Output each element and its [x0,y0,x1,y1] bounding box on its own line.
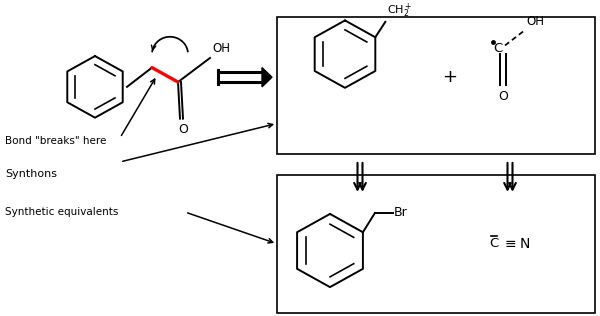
Text: OH: OH [212,42,230,55]
Text: C: C [493,42,503,55]
Bar [277,16,595,154]
Text: O: O [498,90,508,103]
Text: C: C [490,237,499,250]
Text: Synthons: Synthons [5,168,57,179]
Text: Br: Br [394,205,407,219]
Text: $\equiv$N: $\equiv$N [502,237,530,251]
Text: Synthetic equivalents: Synthetic equivalents [5,207,118,217]
Bar [277,175,595,313]
Text: Bond "breaks" here: Bond "breaks" here [5,136,106,146]
Text: CH$_2^+$: CH$_2^+$ [388,2,413,20]
Text: O: O [178,124,188,137]
Text: +: + [443,68,458,86]
Text: OH: OH [526,15,544,28]
Polygon shape [262,68,272,87]
